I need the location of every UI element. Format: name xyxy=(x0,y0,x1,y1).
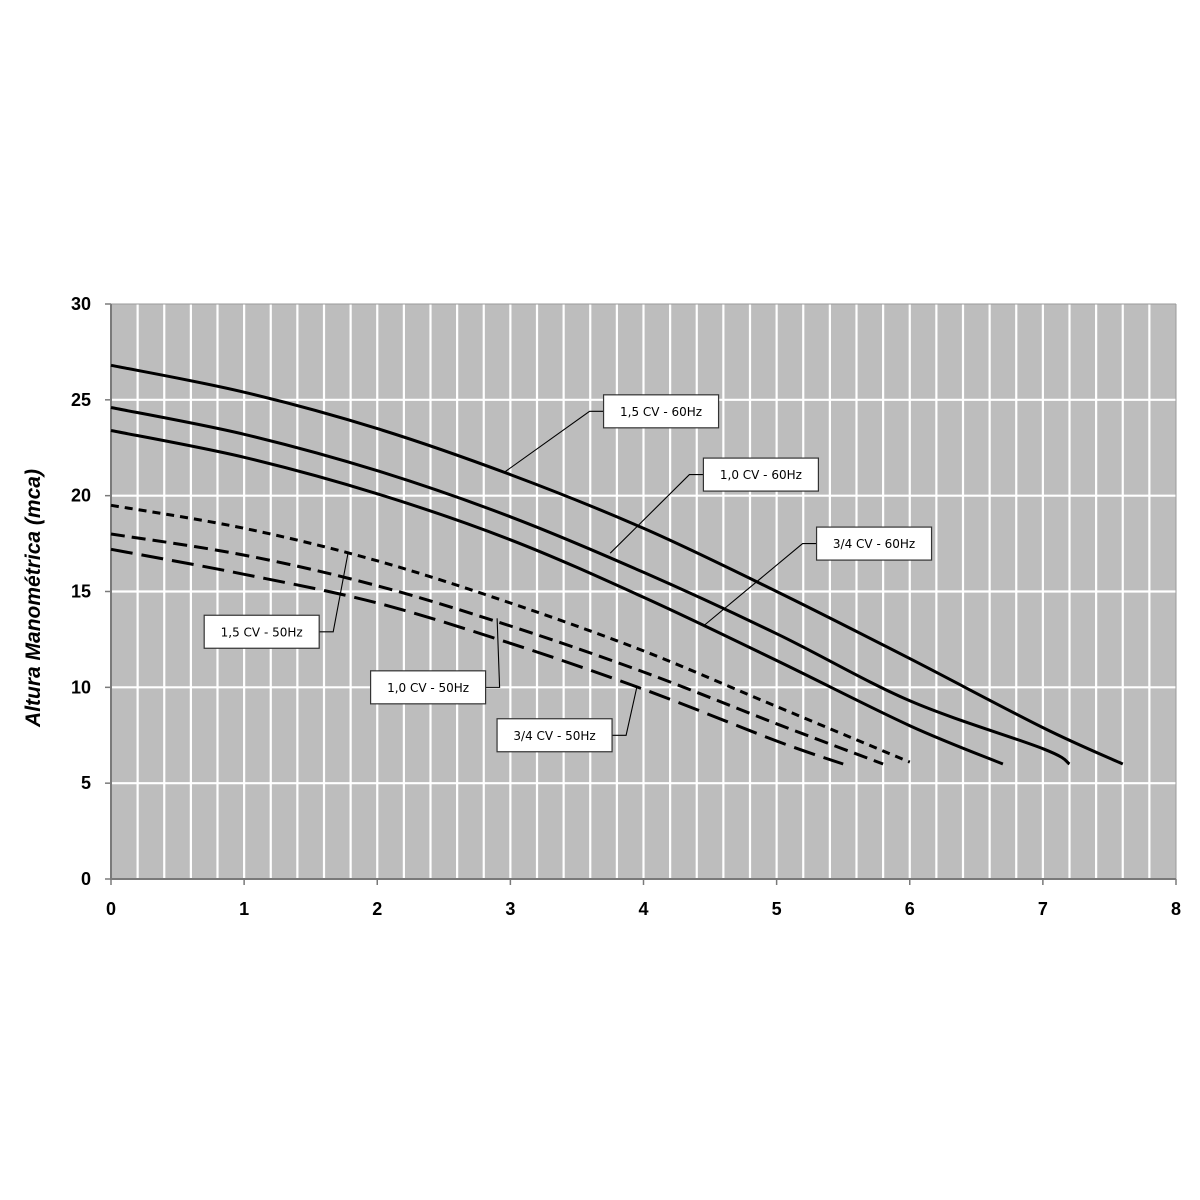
annotation-leader-1-0-cv-50hz xyxy=(485,618,501,688)
y-tick-label: 5 xyxy=(81,773,91,793)
annotation-box-1-5-cv-50hz xyxy=(203,614,320,649)
x-tick-label: 6 xyxy=(905,899,915,919)
y-tick-label: 10 xyxy=(71,677,91,697)
annotation-leader-1-5-cv-50hz xyxy=(319,553,349,633)
x-tick-label: 2 xyxy=(372,899,382,919)
annotation-label-1-5-cv-50hz: 1,5 CV - 50Hz xyxy=(221,625,303,639)
series-line-3-4-cv-60hz xyxy=(110,429,1004,766)
series-line-1-0-cv-60hz xyxy=(110,406,1071,766)
annotation-box-1-5-cv-60hz xyxy=(602,394,720,429)
y-tick-label: 15 xyxy=(71,582,91,602)
annotation-label-1-0-cv-60hz: 1,0 CV - 60Hz xyxy=(720,468,802,482)
axes xyxy=(105,303,1177,885)
x-tick-label: 1 xyxy=(239,899,249,919)
annotation-label-1-0-cv-50hz: 1,0 CV - 50Hz xyxy=(387,681,469,695)
annotation-leader-3-4-cv-50hz xyxy=(612,687,638,736)
annotation-label-3-4-cv-50hz: 3/4 CV - 50Hz xyxy=(513,729,595,743)
series-line-1-0-cv-50hz xyxy=(110,532,884,766)
annotation-box-1-0-cv-60hz xyxy=(702,457,820,492)
grid-lines xyxy=(111,304,1176,879)
annotation-leader-1-0-cv-60hz xyxy=(609,474,704,554)
y-tick-label: 0 xyxy=(81,869,91,889)
series-line-1-5-cv-60hz xyxy=(110,363,1124,766)
x-tick-label: 8 xyxy=(1171,899,1181,919)
x-tick-label: 3 xyxy=(505,899,515,919)
series-line-3-4-cv-50hz xyxy=(110,547,844,766)
annotation-box-1-0-cv-50hz xyxy=(369,670,487,705)
annotation-label-1-5-cv-60hz: 1,5 CV - 60Hz xyxy=(620,405,702,419)
series-line-1-5-cv-50hz xyxy=(110,503,911,764)
annotation-label-3-4-cv-60hz: 3/4 CV - 60Hz xyxy=(833,537,915,551)
x-tick-label: 5 xyxy=(772,899,782,919)
annotation-box-3-4-cv-60hz xyxy=(815,526,933,561)
series-lines xyxy=(110,363,1124,766)
annotation-box-3-4-cv-50hz xyxy=(496,718,613,753)
tick-labels: 0 1 2 3 4 5 6 7 8 0 5 10 15 20 25 30 xyxy=(71,294,1181,919)
y-tick-label: 25 xyxy=(71,390,91,410)
x-tick-label: 7 xyxy=(1038,899,1048,919)
y-tick-label: 30 xyxy=(71,294,91,314)
annotation-leader-1-5-cv-60hz xyxy=(503,410,604,474)
x-tick-label: 4 xyxy=(638,899,648,919)
annotation-leader-3-4-cv-60hz xyxy=(703,543,817,627)
annotations: 1,5 CV - 60Hz 1,0 CV - 60Hz 3/4 CV - 60Hz 1… xyxy=(203,394,933,753)
y-axis-label: Altura Manométrica (mca) xyxy=(22,469,45,728)
y-tick-label: 20 xyxy=(71,486,91,506)
x-tick-label: 0 xyxy=(106,899,116,919)
